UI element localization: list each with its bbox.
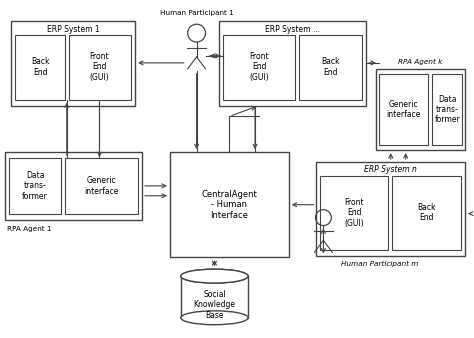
Bar (379, 74, 428, 145)
Text: Generic
interface: Generic interface (84, 176, 118, 196)
Bar (15, 35, 65, 100)
Bar (65, 158, 138, 214)
Bar (11, 21, 135, 105)
Text: ERP System n: ERP System n (365, 166, 417, 174)
Ellipse shape (181, 311, 248, 325)
Bar (170, 152, 289, 257)
Bar (219, 21, 366, 105)
Text: RPA Agent k: RPA Agent k (398, 59, 443, 65)
Text: Front
End
(GUI): Front End (GUI) (344, 198, 364, 227)
Text: ERP System 1: ERP System 1 (47, 25, 100, 34)
Text: RPA Agent 1: RPA Agent 1 (7, 226, 52, 233)
Text: Human Participant 1: Human Participant 1 (160, 10, 234, 16)
Text: Front
End
(GUI): Front End (GUI) (90, 52, 109, 82)
Bar (376, 69, 465, 150)
Text: CentralAgent
- Human
Interface: CentralAgent - Human Interface (201, 190, 257, 220)
Bar (299, 35, 362, 100)
Text: Front
End
(GUI): Front End (GUI) (249, 52, 269, 82)
Text: Data
trans-
former: Data trans- former (22, 171, 48, 201)
Text: Human Participant m: Human Participant m (341, 261, 419, 267)
Text: Data
trans-
former: Data trans- former (434, 95, 460, 124)
Ellipse shape (181, 269, 248, 283)
Bar (5, 152, 142, 220)
Bar (317, 162, 465, 256)
Text: Social
Knowledge
Base: Social Knowledge Base (193, 290, 236, 320)
Text: Back
End: Back End (321, 57, 339, 76)
Text: Back
End: Back End (31, 57, 49, 76)
Bar (181, 276, 248, 318)
Bar (223, 35, 295, 100)
Bar (392, 176, 461, 250)
Bar (9, 158, 61, 214)
Text: Generic
interface: Generic interface (386, 100, 421, 119)
Bar (320, 176, 388, 250)
Bar (69, 35, 131, 100)
Text: ERP System ...: ERP System ... (265, 25, 320, 34)
Bar (432, 74, 462, 145)
Ellipse shape (181, 269, 248, 283)
Text: Back
End: Back End (417, 203, 436, 222)
